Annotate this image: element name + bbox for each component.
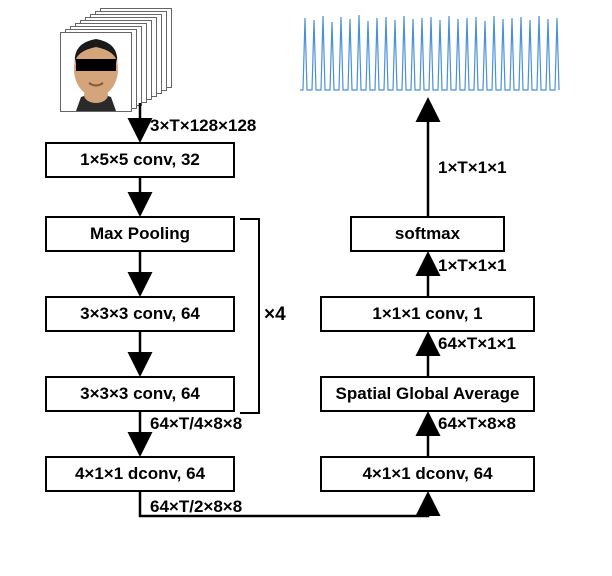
conv1-text: 1×5×5 conv, 32 bbox=[80, 150, 200, 170]
conv4-text: 1×1×1 conv, 1 bbox=[372, 304, 482, 324]
sga-text: Spatial Global Average bbox=[336, 384, 520, 404]
input-dim-label: 3×T×128×128 bbox=[150, 116, 256, 136]
conv3-box: 3×3×3 conv, 64 bbox=[45, 376, 235, 412]
before-sga-label: 64×T×8×8 bbox=[438, 414, 516, 434]
softmax-text: softmax bbox=[395, 224, 460, 244]
maxpool-text: Max Pooling bbox=[90, 224, 190, 244]
sga-box: Spatial Global Average bbox=[320, 376, 535, 412]
dconv2-text: 4×1×1 dconv, 64 bbox=[362, 464, 492, 484]
conv2-box: 3×3×3 conv, 64 bbox=[45, 296, 235, 332]
after-dconv1-label: 64×T/2×8×8 bbox=[150, 497, 242, 517]
output-signal bbox=[300, 8, 560, 94]
dconv2-box: 4×1×1 dconv, 64 bbox=[320, 456, 535, 492]
after-softmax-label: 1×T×1×1 bbox=[438, 158, 507, 178]
multiplier-label: ×4 bbox=[264, 304, 286, 326]
after-sga-label: 64×T×1×1 bbox=[438, 334, 516, 354]
conv2-text: 3×3×3 conv, 64 bbox=[80, 304, 200, 324]
conv4-box: 1×1×1 conv, 1 bbox=[320, 296, 535, 332]
dconv1-box: 4×1×1 dconv, 64 bbox=[45, 456, 235, 492]
after-conv3-label: 64×T/4×8×8 bbox=[150, 414, 242, 434]
conv3-text: 3×3×3 conv, 64 bbox=[80, 384, 200, 404]
maxpool-box: Max Pooling bbox=[45, 216, 235, 252]
face-icon bbox=[61, 33, 131, 111]
input-face-stack bbox=[60, 8, 180, 98]
conv1-box: 1×5×5 conv, 32 bbox=[45, 142, 235, 178]
after-conv4-label: 1×T×1×1 bbox=[438, 256, 507, 276]
softmax-box: softmax bbox=[350, 216, 505, 252]
dconv1-text: 4×1×1 dconv, 64 bbox=[75, 464, 205, 484]
repeat-bracket bbox=[240, 218, 260, 414]
